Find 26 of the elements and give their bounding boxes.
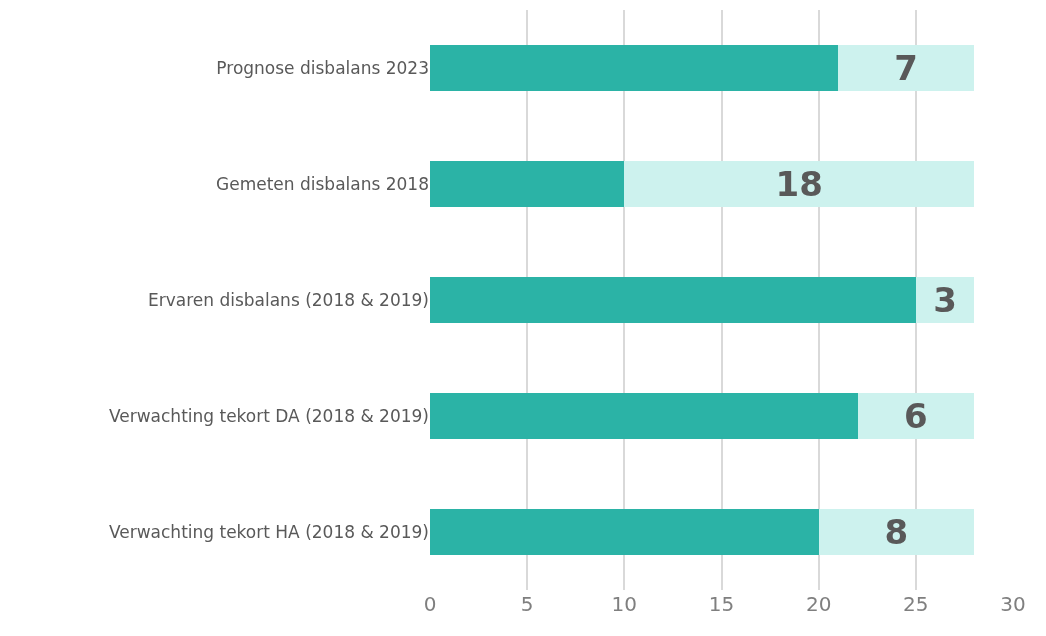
x-tick-label: 0 — [423, 592, 437, 616]
y-tick-label: Prognose disbalans 2023 — [216, 57, 429, 78]
y-tick-label: Gemeten disbalans 2018 — [216, 173, 429, 194]
x-tick-label: 10 — [611, 592, 638, 616]
bar — [430, 160, 625, 208]
x-tick-label: 30 — [1000, 592, 1026, 616]
bar — [624, 160, 975, 208]
bar — [838, 44, 975, 92]
data-label: 3 — [933, 280, 957, 320]
x-tick-label: 20 — [805, 592, 832, 616]
y-tick-label: Verwachting tekort HA (2018 & 2019) — [108, 521, 429, 542]
data-label: 7 — [894, 48, 918, 88]
bar — [430, 392, 858, 440]
x-tick-label: 15 — [708, 592, 735, 616]
bar — [430, 508, 819, 556]
y-tick-label: Ervaren disbalans (2018 & 2019) — [147, 289, 429, 310]
bar — [818, 508, 975, 556]
bar — [430, 276, 916, 324]
bar — [857, 392, 975, 440]
data-label: 8 — [884, 512, 909, 552]
x-tick-label: 25 — [903, 592, 929, 616]
x-tick-label: 5 — [520, 592, 534, 616]
y-tick-label: Verwachting tekort DA (2018 & 2019) — [108, 405, 429, 426]
data-label: 18 — [775, 164, 823, 204]
data-label: 6 — [903, 396, 928, 436]
bar — [430, 44, 839, 92]
